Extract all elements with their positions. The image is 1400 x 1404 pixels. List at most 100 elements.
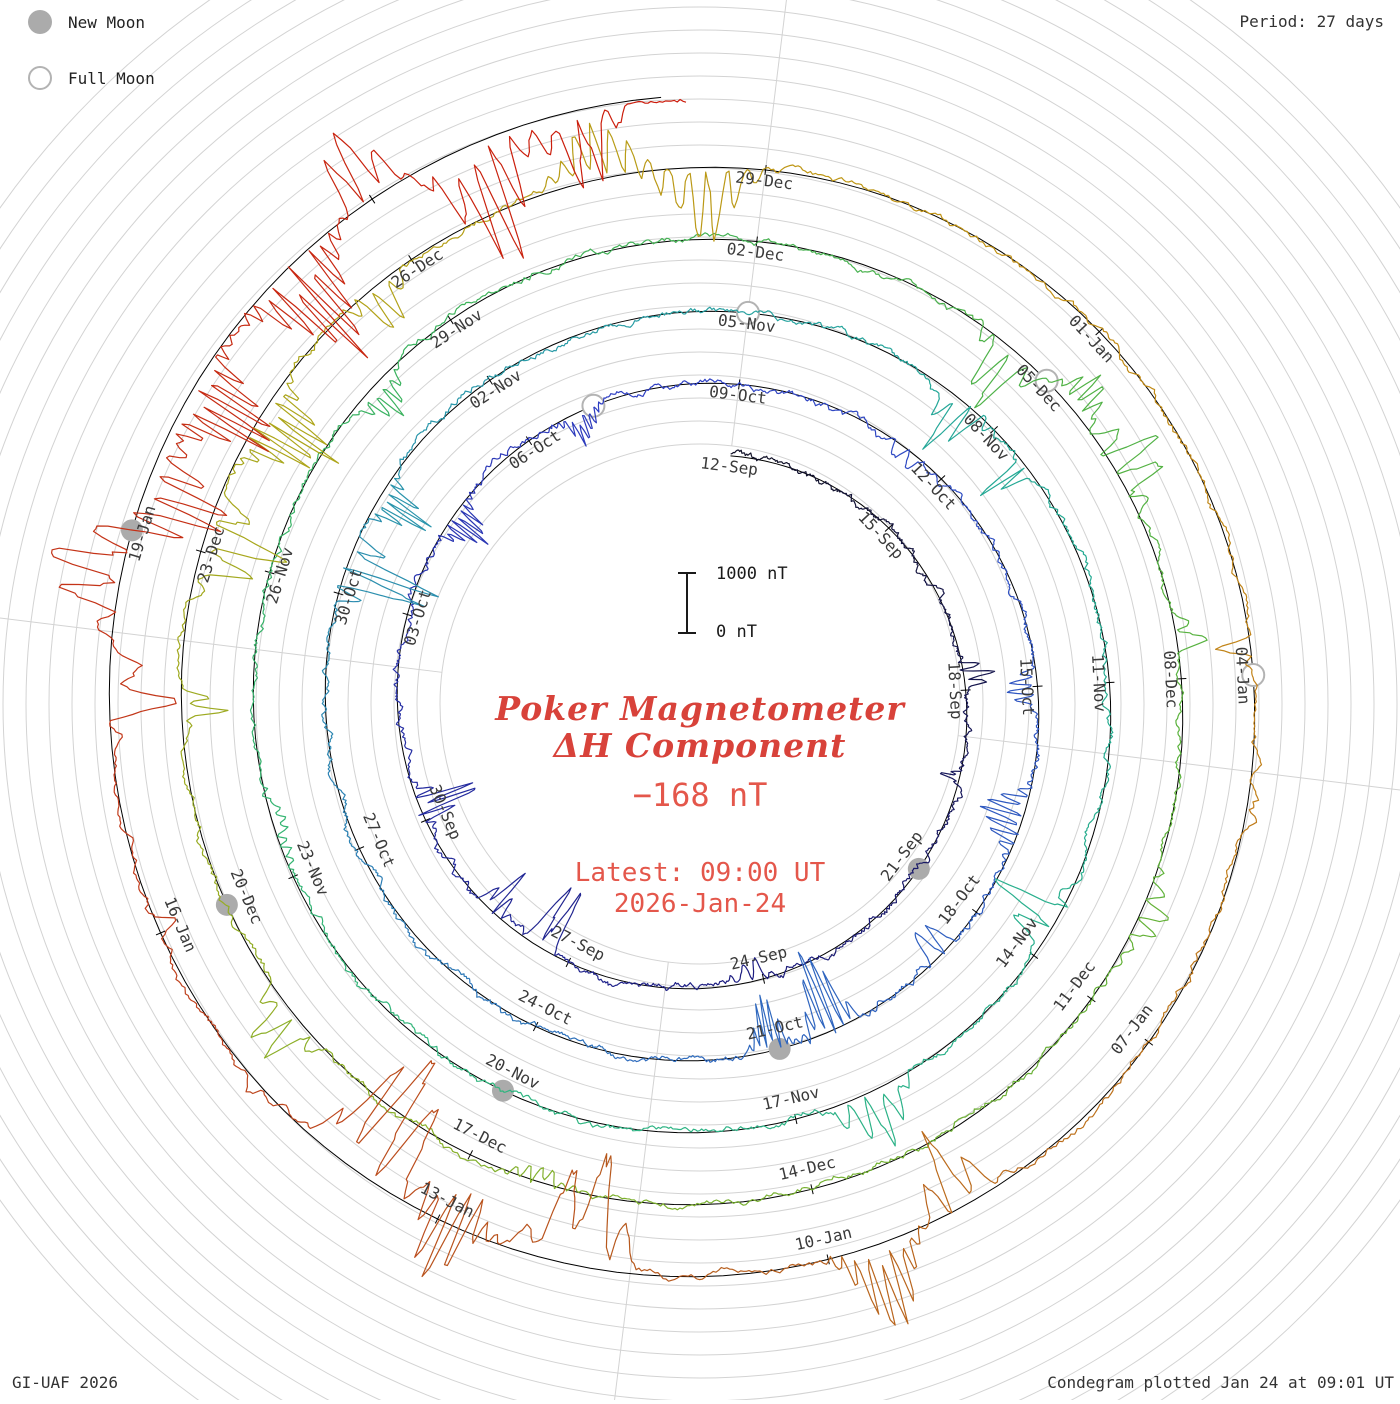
date-label: 30-Oct — [331, 566, 366, 627]
trace-segment — [337, 517, 439, 608]
trace-segment — [259, 780, 296, 879]
trace-segment — [1012, 999, 1094, 1083]
trace-segment — [978, 836, 1015, 915]
trace-segment — [593, 383, 666, 413]
trace-segment — [1209, 804, 1258, 928]
trace-segment — [272, 144, 369, 359]
trace-segment — [971, 950, 1033, 1029]
new-moon-label: New Moon — [68, 12, 146, 32]
trace-segment — [696, 1259, 830, 1281]
trace-segment — [416, 379, 488, 437]
polar-spoke — [731, 0, 787, 446]
date-label: 15-Sep — [854, 508, 907, 563]
trace-segment — [407, 547, 435, 617]
trace-segment — [225, 904, 278, 1034]
period-label: Period: 27 days — [1239, 12, 1385, 31]
trace-segment — [920, 1081, 1014, 1150]
trace-segment — [860, 269, 963, 311]
trace-segment — [1174, 678, 1185, 792]
trace-segment — [117, 802, 177, 931]
date-label: 12-Sep — [699, 453, 759, 479]
date-label: 17-Nov — [761, 1082, 822, 1114]
trace-segment — [915, 812, 950, 869]
trace-segment — [962, 689, 973, 754]
trace-segment — [918, 371, 993, 450]
date-labels: 12-Sep15-Sep18-Sep21-Sep24-Sep27-Sep30-S… — [125, 167, 1254, 1254]
full-moon-marker — [1241, 663, 1266, 688]
trace-segment — [599, 1124, 700, 1133]
trace-segment — [432, 488, 489, 549]
date-label: 01-Jan — [1065, 311, 1118, 366]
polar-spoke — [0, 617, 442, 673]
trace-segment — [161, 930, 230, 1051]
date-label: 27-Sep — [548, 922, 608, 965]
trace-segment — [699, 957, 765, 987]
trace-segment — [1147, 927, 1211, 1043]
trace-segment — [344, 966, 423, 1036]
trace-segment — [1082, 775, 1110, 871]
trace-segment — [508, 102, 634, 208]
trace-segment — [745, 310, 839, 329]
trace-segment — [730, 449, 789, 465]
trace-segment — [1092, 898, 1169, 1001]
date-label: 07-Jan — [1107, 1000, 1157, 1058]
trace-segment — [447, 272, 547, 316]
trace-segment — [812, 399, 879, 438]
new-moon-marker — [215, 893, 238, 916]
trace-segment — [1009, 609, 1036, 687]
trace-segment — [537, 1025, 617, 1060]
trace-segment — [796, 1093, 905, 1147]
trace-segment — [474, 438, 529, 490]
trace-segment — [295, 877, 347, 968]
trace-segment — [878, 867, 919, 918]
date-label: 15-Oct — [1016, 657, 1038, 716]
trace-segment — [827, 916, 879, 961]
trace-segment — [252, 574, 273, 679]
trace-segment — [1047, 374, 1159, 457]
trace-segment — [999, 253, 1104, 329]
trace-segment — [421, 1034, 505, 1093]
trace-segment — [787, 463, 842, 493]
trace-segment — [486, 340, 569, 380]
data-spiral — [50, 98, 1263, 1326]
trace-segment — [979, 428, 1051, 504]
trace-segment — [527, 406, 598, 447]
date-label: 29-Dec — [734, 167, 794, 193]
trace-segment — [569, 961, 634, 988]
trace-segment — [198, 300, 314, 453]
trace-segment — [109, 667, 177, 804]
trace-segment — [921, 1130, 1063, 1214]
trace-segment — [1145, 790, 1177, 900]
legend-new-moon: New Moon — [28, 8, 155, 36]
date-label: 11-Nov — [1088, 654, 1110, 713]
trace-segment — [763, 955, 829, 980]
trace-segment — [504, 1089, 600, 1128]
trace-segment — [633, 98, 687, 104]
trace-segment — [321, 600, 359, 683]
trace-segment — [250, 1019, 370, 1095]
trace-segment — [374, 435, 432, 532]
date-label: 03-Oct — [400, 587, 435, 648]
trace-segment — [468, 978, 538, 1028]
date-label: 24-Sep — [728, 942, 789, 974]
trace-segment — [421, 1169, 578, 1278]
date-label: 18-Sep — [944, 661, 966, 720]
trace-segment — [648, 232, 757, 246]
trace-segment — [177, 670, 229, 792]
trace-segment — [210, 448, 288, 563]
trace-segment — [962, 309, 1049, 409]
trace-segment — [1249, 674, 1263, 806]
trace-segment — [891, 523, 924, 576]
trace-segment — [878, 435, 938, 483]
trace-segment — [888, 195, 1000, 255]
trace-segment — [332, 132, 525, 259]
trace-segment — [811, 1148, 921, 1191]
trace-segment — [249, 338, 340, 469]
trace-segment — [699, 994, 782, 1063]
trace-segment — [776, 951, 851, 1048]
trace-segment — [699, 1113, 798, 1133]
trace-segment — [130, 413, 269, 539]
trace-segment — [979, 764, 1039, 838]
legend-full-moon: Full Moon — [28, 64, 155, 92]
